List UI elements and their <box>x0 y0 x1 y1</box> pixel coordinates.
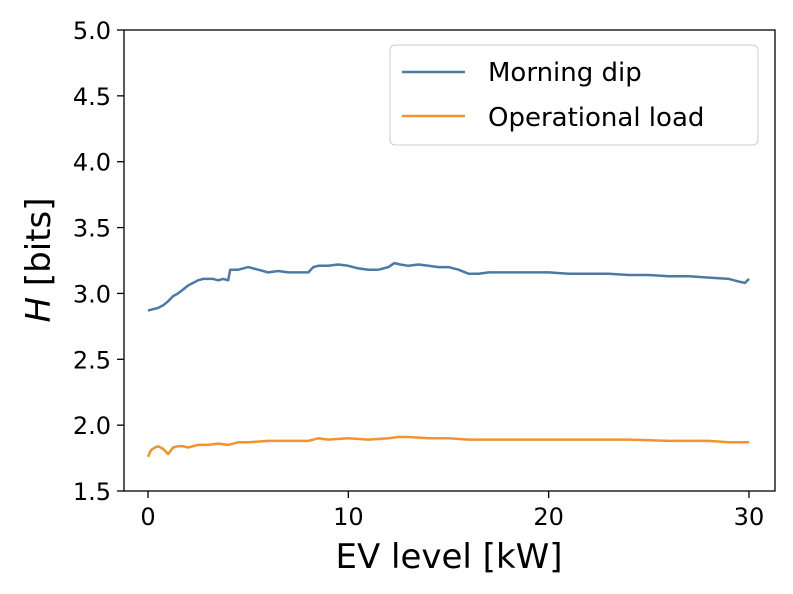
y-tick-label: 1.5 <box>73 478 111 506</box>
y-tick-label: 4.5 <box>73 83 111 111</box>
series-line-operational-load <box>148 437 749 457</box>
line-chart: 0 10 20 30 1.5 2.0 2.5 3.0 3.5 4.0 4.5 5.0 EV level… <box>0 0 793 594</box>
series-lines <box>148 263 749 457</box>
y-tick-label: 2.0 <box>73 412 111 440</box>
y-tick-label: 2.5 <box>73 346 111 374</box>
x-tick-label: 30 <box>734 503 765 531</box>
x-tick-label: 0 <box>140 503 155 531</box>
y-axis-label-unit: [bits] <box>19 198 59 297</box>
x-axis-label: EV level [kW] <box>335 537 562 577</box>
series-line-morning-dip <box>148 263 749 311</box>
legend-label-operational-load: Operational load <box>488 103 704 133</box>
y-tick-label: 3.0 <box>73 280 111 308</box>
y-axis-label-symbol: H <box>19 297 59 323</box>
x-tick-label: 20 <box>533 503 564 531</box>
legend: Morning dip Operational load <box>390 45 758 145</box>
y-tick-label: 3.5 <box>73 215 111 243</box>
legend-label-morning-dip: Morning dip <box>488 58 642 88</box>
y-axis-label: H [bits] <box>19 198 59 323</box>
y-tick-label: 5.0 <box>73 17 111 45</box>
x-tick-label: 10 <box>333 503 364 531</box>
y-tick-label: 4.0 <box>73 149 111 177</box>
